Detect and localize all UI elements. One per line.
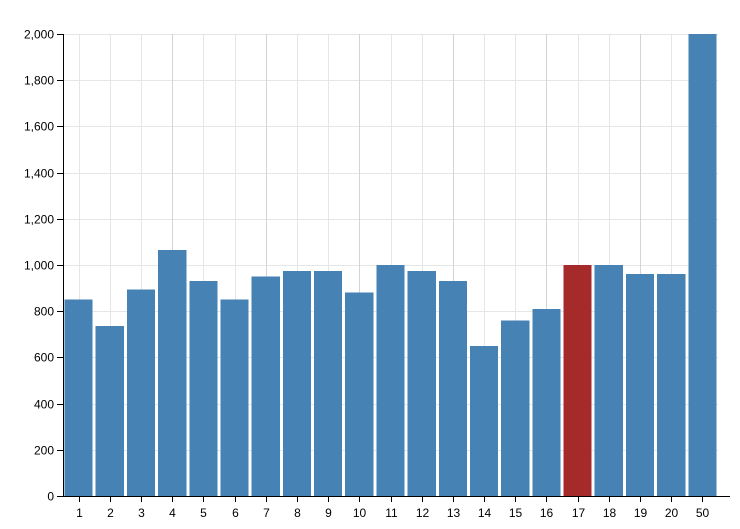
bar[interactable]: [220, 299, 249, 496]
bar[interactable]: [532, 308, 561, 496]
bar-highlighted[interactable]: [563, 265, 592, 496]
x-tick-label: 12: [416, 506, 430, 520]
bar[interactable]: [625, 274, 655, 496]
y-tick-label: 1,800: [24, 74, 54, 88]
y-tick-label: 1,600: [24, 120, 54, 134]
x-tick-label: 10: [353, 506, 367, 520]
y-tick-label: 1,200: [24, 213, 54, 227]
y-tick-label: 200: [34, 444, 54, 458]
bar[interactable]: [314, 270, 343, 496]
y-tick-label: 1,400: [24, 167, 54, 181]
bar[interactable]: [158, 249, 187, 496]
bar[interactable]: [251, 276, 280, 496]
axes: 0 200 400 600 800 1,000 1,200 1,400 1,600 1,800 2,…: [24, 28, 730, 520]
bar[interactable]: [64, 299, 93, 496]
x-tick-label: 19: [634, 506, 648, 520]
bar[interactable]: [594, 265, 623, 496]
x-tick-label: 15: [509, 506, 523, 520]
y-tick-label: 1,000: [24, 259, 54, 273]
x-tick-label: 16: [540, 506, 554, 520]
x-tick-label: 3: [138, 506, 145, 520]
y-tick-label: 0: [47, 490, 54, 504]
y-tick-label: 2,000: [24, 28, 54, 42]
bar[interactable]: [126, 289, 156, 496]
bar[interactable]: [282, 270, 312, 496]
bar[interactable]: [501, 320, 530, 496]
x-tick-label: 6: [232, 506, 239, 520]
x-tick-label: 2: [107, 506, 114, 520]
y-tick-label: 400: [34, 398, 54, 412]
bar[interactable]: [376, 265, 405, 496]
x-tick-label: 5: [200, 506, 207, 520]
x-tick-label: 50: [696, 506, 710, 520]
x-tick-label: 9: [325, 506, 332, 520]
x-tick-label: 18: [603, 506, 617, 520]
bar[interactable]: [469, 345, 499, 496]
bar[interactable]: [189, 281, 218, 496]
bar[interactable]: [345, 292, 374, 496]
bar[interactable]: [688, 34, 717, 496]
y-tick-label: 600: [34, 351, 54, 365]
bar[interactable]: [438, 281, 467, 496]
x-tick-label: 13: [447, 506, 461, 520]
bar[interactable]: [407, 270, 436, 496]
bars: [64, 34, 717, 496]
x-tick-label: 1: [76, 506, 83, 520]
x-tick-label: 7: [263, 506, 270, 520]
x-tick-label: 8: [294, 506, 301, 520]
x-tick-label: 11: [385, 506, 398, 520]
bar[interactable]: [95, 326, 124, 496]
x-tick-label: 17: [572, 506, 586, 520]
bar[interactable]: [657, 274, 686, 496]
x-tick-label: 14: [478, 506, 492, 520]
x-tick-label: 20: [665, 506, 679, 520]
y-tick-label: 800: [34, 305, 54, 319]
x-tick-label: 4: [169, 506, 176, 520]
